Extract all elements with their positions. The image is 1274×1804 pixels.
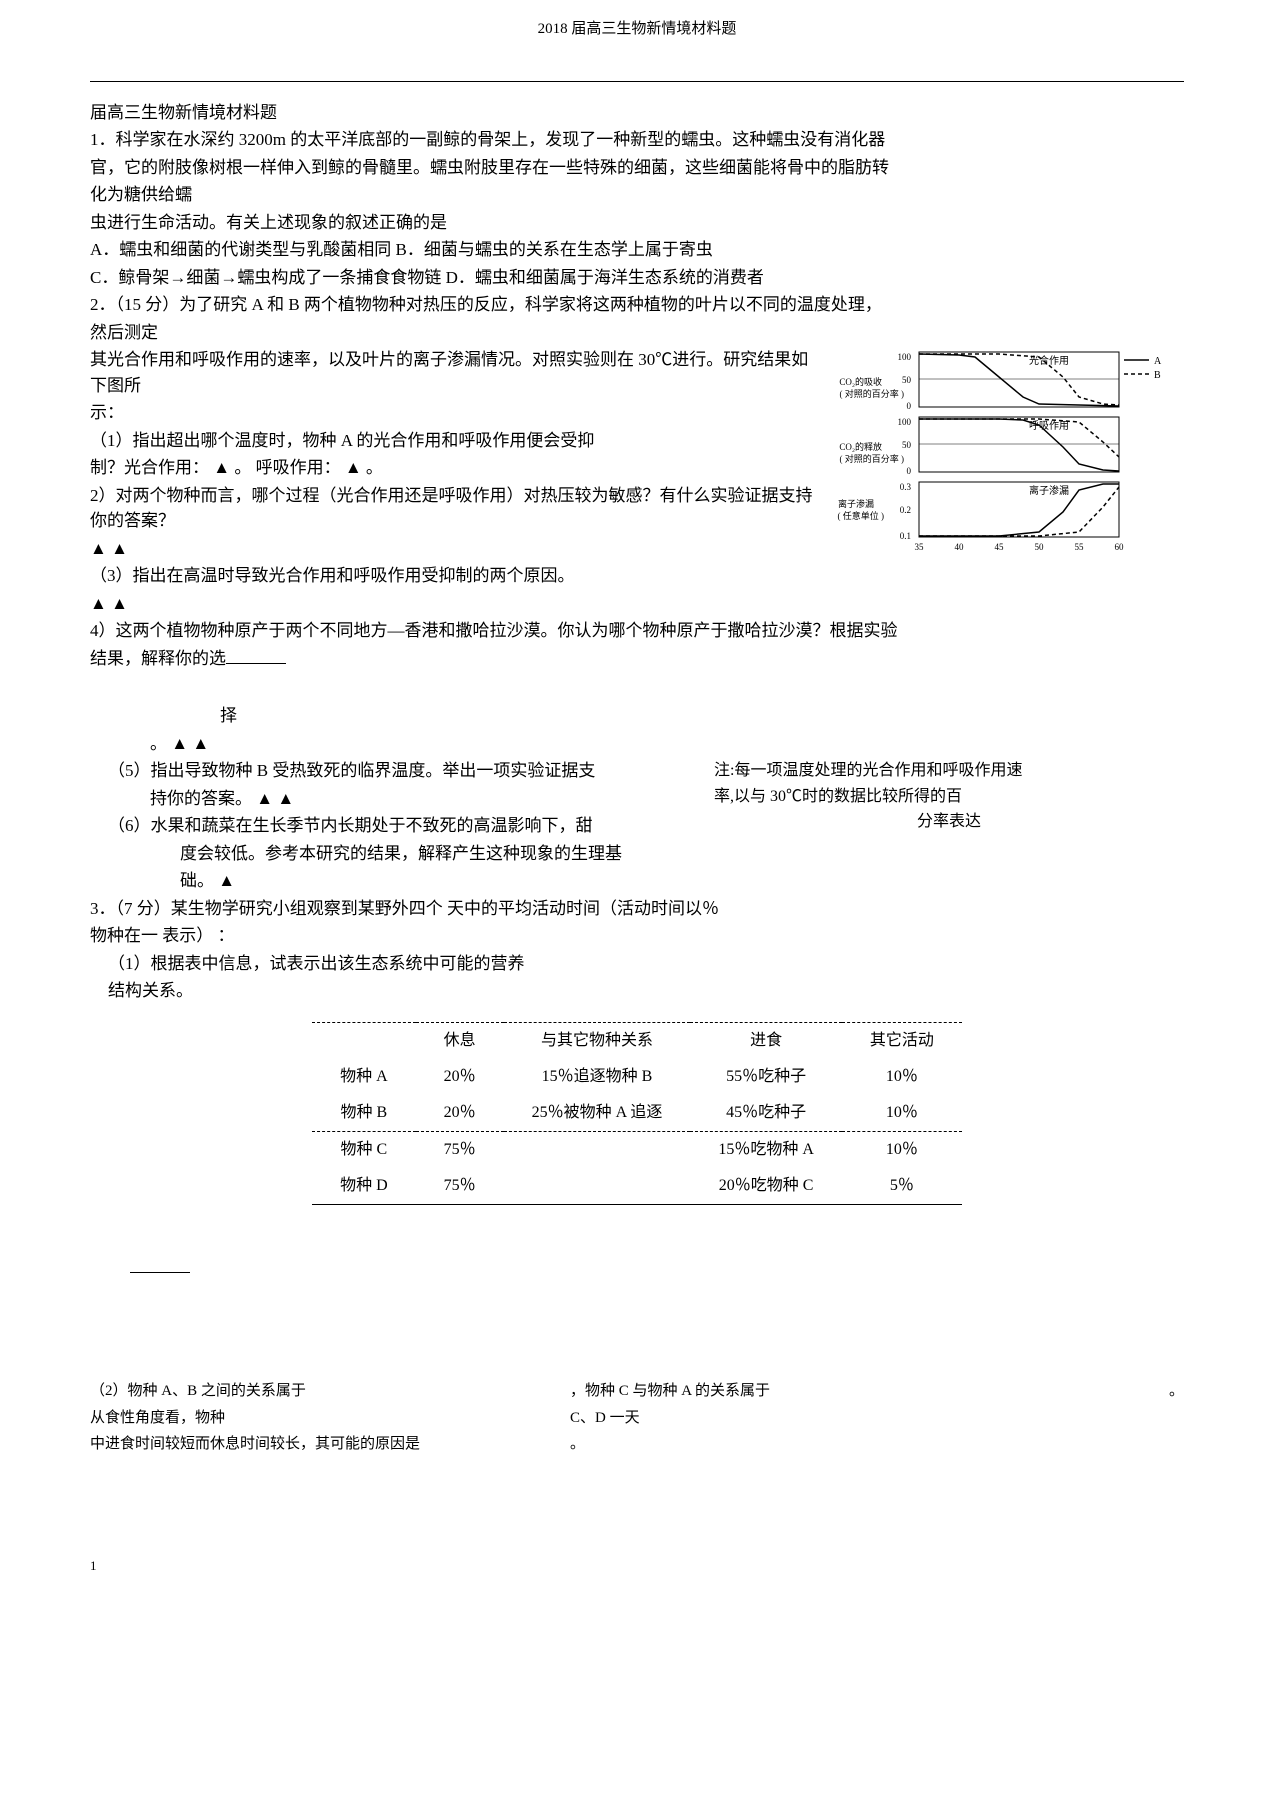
td: 75％ xyxy=(416,1131,504,1168)
th: 与其它物种关系 xyxy=(504,1022,691,1059)
ytick: 100 xyxy=(898,417,912,427)
figure-note: 注:每一项温度处理的光合作用和呼吸作用速 率,以与 30℃时的数据比较所得的百 … xyxy=(714,758,1184,835)
td: 10％ xyxy=(842,1059,962,1095)
q2-p7: 度会较低。参考本研究的结果，解释产生这种现象的生理基 xyxy=(90,841,1184,867)
q3-p2-text: ，物种 C 与物种 A 的关系属于 xyxy=(570,1380,950,1403)
th: 其它活动 xyxy=(842,1022,962,1059)
td: 45％吃种子 xyxy=(690,1095,842,1132)
td: 25％被物种 A 追逐 xyxy=(504,1095,691,1132)
td: 物种 D xyxy=(312,1168,416,1205)
td: 20％吃物种 C xyxy=(690,1168,842,1205)
xtick: 35 xyxy=(915,542,925,552)
y-axis-label: ( 任意单位 ) xyxy=(838,510,885,521)
q2-p3-blank: ▲ ▲ xyxy=(90,591,1184,617)
td: 10％ xyxy=(842,1131,962,1168)
q1-stem: 虫进行生命活动。有关上述现象的叙述正确的是 xyxy=(90,210,1184,236)
ytick: 0.1 xyxy=(900,531,911,541)
q3-p2-text: C、D 一天 xyxy=(570,1407,640,1430)
figure-charts: 100 50 0 光合作用 A B CO₂的吸收 ( 对照的百分率 ) 100 … xyxy=(824,347,1184,567)
xtick: 50 xyxy=(1035,542,1045,552)
td: 物种 A xyxy=(312,1059,416,1095)
q3-p1: 结构关系。 xyxy=(90,978,1184,1004)
q3-p2-text: 。 xyxy=(950,1380,1184,1403)
q3-p1: （1）根据表中信息，试表示出该生态系统中可能的营养 xyxy=(90,951,1184,977)
ytick: 0.2 xyxy=(900,505,911,515)
q3-stem: 3．（7 分）某生物学研究小组观察到某野外四个 天中的平均活动时间（活动时间以％ xyxy=(90,896,1184,922)
panel-label: 呼吸作用 xyxy=(1029,420,1069,432)
divider xyxy=(90,81,1184,82)
q2-p4: 结果，解释你的选 xyxy=(90,646,1184,672)
panel-label: 光合作用 xyxy=(1029,354,1069,367)
xtick: 55 xyxy=(1075,542,1085,552)
blank xyxy=(226,647,286,664)
td: 75％ xyxy=(416,1168,504,1205)
q2-p4-text: 结果，解释你的选 xyxy=(90,649,226,668)
ytick: 50 xyxy=(902,375,912,385)
q3-p2-text: 。 xyxy=(570,1433,585,1456)
y-axis-label: ( 对照的百分率 ) xyxy=(840,453,905,464)
xtick: 40 xyxy=(955,542,965,552)
y-axis-label: CO₂的吸收 xyxy=(839,376,882,387)
td xyxy=(504,1131,691,1168)
td: 55％吃种子 xyxy=(690,1059,842,1095)
q1-stem: 1．科学家在水深约 3200m 的太平洋底部的一副鲸的骨架上，发现了一种新型的蠕… xyxy=(90,127,1184,153)
q1-stem: 官，它的附肢像树根一样伸入到鲸的骨髓里。蠕虫附肢里存在一些特殊的细菌，这些细菌能… xyxy=(90,155,1184,181)
y-axis-label: CO₂的释放 xyxy=(839,441,882,452)
q3-p2-text: （2）物种 A、B 之间的关系属于 xyxy=(90,1380,570,1403)
td: 15％吃物种 A xyxy=(690,1131,842,1168)
q1-stem: 化为糖供给蠕 xyxy=(90,182,1184,208)
td: 物种 C xyxy=(312,1131,416,1168)
legend-b: B xyxy=(1154,370,1161,381)
note-line: 注:每一项温度处理的光合作用和呼吸作用速 xyxy=(714,758,1184,784)
th xyxy=(312,1022,416,1059)
q1-option: A．蠕虫和细菌的代谢类型与乳酸菌相同 B．细菌与蠕虫的关系在生态学上属于寄虫 xyxy=(90,237,1184,263)
q1-option: C．鲸骨架→细菌→蠕虫构成了一条捕食食物链 D．蠕虫和细菌属于海洋生态系统的消费… xyxy=(90,265,1184,291)
td: 20％ xyxy=(416,1059,504,1095)
q3-p2-text: 从食性角度看，物种 xyxy=(90,1407,570,1430)
y-axis-label: 离子渗漏 xyxy=(838,498,874,509)
td: 5％ xyxy=(842,1168,962,1205)
q3-p2: （2）物种 A、B 之间的关系属于 ，物种 C 与物种 A 的关系属于 。 从食… xyxy=(90,1380,1184,1456)
q2-stem: 2．（15 分）为了研究 A 和 B 两个植物物种对热压的反应，科学家将这两种植… xyxy=(90,292,1184,318)
q3-p2-text: 中进食时间较短而休息时间较长，其可能的原因是 xyxy=(90,1433,570,1456)
blank xyxy=(130,1256,190,1273)
td: 10％ xyxy=(842,1095,962,1132)
td: 物种 B xyxy=(312,1095,416,1132)
xtick: 60 xyxy=(1115,542,1125,552)
th: 休息 xyxy=(416,1022,504,1059)
ytick: 0.3 xyxy=(900,482,912,492)
page-header: 2018 届高三生物新情境材料题 xyxy=(90,18,1184,41)
species-table: 休息 与其它物种关系 进食 其它活动 物种 A 20％ 15％追逐物种 B 55… xyxy=(312,1022,962,1205)
note-line: 率,以与 30℃时的数据比较所得的百 xyxy=(714,784,1184,810)
doc-title: 届高三生物新情境材料题 xyxy=(90,100,1184,126)
page-number: 1 xyxy=(90,1556,1184,1576)
legend-a: A xyxy=(1154,356,1162,367)
q2-p4: 4）这两个植物物种原产于两个不同地方—香港和撒哈拉沙漠。你认为哪个物种原产于撒哈… xyxy=(90,618,1184,644)
ytick: 0 xyxy=(907,401,912,411)
q2-p5: 择 xyxy=(90,703,1184,729)
td xyxy=(504,1168,691,1205)
td: 20％ xyxy=(416,1095,504,1132)
q2-stem: 然后测定 xyxy=(90,320,1184,346)
q3-stem: 物种在一 表示） ： xyxy=(90,923,1184,949)
q2-p7: 础。 ▲ xyxy=(90,868,1184,894)
y-axis-label: ( 对照的百分率 ) xyxy=(840,388,905,399)
th: 进食 xyxy=(690,1022,842,1059)
ytick: 100 xyxy=(898,352,912,362)
q2-p5: 。 ▲ ▲ xyxy=(90,731,1184,757)
note-line: 分率表达 xyxy=(714,809,1184,835)
ytick: 50 xyxy=(902,440,912,450)
ytick: 0 xyxy=(907,466,912,476)
td: 15％追逐物种 B xyxy=(504,1059,691,1095)
panel-label: 离子渗漏 xyxy=(1029,484,1069,497)
xtick: 45 xyxy=(995,542,1005,552)
